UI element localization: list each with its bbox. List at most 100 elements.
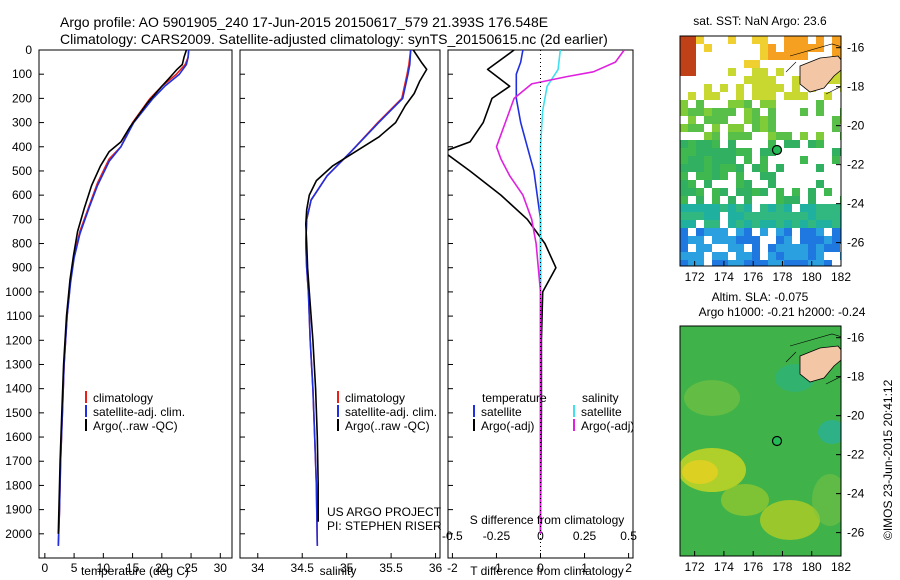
sst-cell	[736, 132, 744, 140]
sst-cell	[736, 180, 744, 188]
sst-cell	[752, 36, 760, 44]
sst-cell	[736, 236, 744, 244]
sst-cell	[720, 204, 728, 212]
sst-cell	[720, 236, 728, 244]
sst-cell	[768, 84, 776, 92]
sst-cell	[744, 196, 752, 204]
temperature-argo-raw-qc-line	[57, 50, 188, 534]
sst-cell	[736, 220, 744, 228]
sst-cell	[768, 252, 776, 260]
map-lat-label: -22	[847, 448, 865, 462]
credit-project: US ARGO PROJECT	[327, 505, 442, 519]
difference-axis-label-s: S difference from climatology	[470, 513, 625, 527]
sst-cell	[800, 92, 808, 100]
sst-cell	[816, 244, 824, 252]
sst-cell	[776, 164, 784, 172]
sst-cell	[752, 252, 760, 260]
sst-map-title: sat. SST: NaN Argo: 23.6	[693, 14, 827, 28]
sst-cell	[800, 52, 808, 60]
depth-tick-label: 1000	[5, 285, 32, 299]
sst-cell	[696, 172, 704, 180]
sst-cell	[720, 188, 728, 196]
sst-cell	[784, 132, 792, 140]
sst-cell	[688, 92, 696, 100]
sst-cell	[696, 108, 704, 116]
sst-cell	[768, 52, 776, 60]
sst-cell	[680, 108, 688, 116]
sst-cell	[728, 140, 736, 148]
sst-cell	[808, 228, 816, 236]
sst-cell	[720, 172, 728, 180]
depth-tick-label: 1500	[5, 406, 32, 420]
legend-temp-satellite: satellite	[481, 405, 522, 419]
sst-map-cells	[680, 36, 841, 266]
sst-cell	[736, 260, 744, 266]
map-lat-label: -26	[847, 236, 865, 250]
sst-cell	[680, 260, 688, 266]
sst-cell	[800, 252, 808, 260]
sst-cell	[784, 212, 792, 220]
sst-cell	[712, 220, 720, 228]
sst-cell	[704, 204, 712, 212]
sst-cell	[744, 60, 752, 68]
sla-map-anomalies	[680, 333, 841, 540]
sst-cell	[736, 84, 744, 92]
sst-cell	[792, 212, 800, 220]
sst-cell	[736, 92, 744, 100]
sst-cell	[816, 132, 824, 140]
sst-cell	[832, 228, 840, 236]
sst-cell	[768, 172, 776, 180]
sst-cell	[760, 148, 768, 156]
sst-cell	[792, 76, 800, 84]
sst-map	[679, 35, 842, 267]
sst-cell	[696, 212, 704, 220]
sst-cell	[696, 164, 704, 172]
sst-cell	[720, 84, 728, 92]
sst-cell	[792, 244, 800, 252]
sst-cell	[832, 116, 840, 124]
sst-cell	[784, 228, 792, 236]
legend-argo-raw-sal: Argo(..raw -QC)	[345, 419, 430, 433]
sst-cell	[728, 236, 736, 244]
diff-s-tick-label: -0.5	[442, 529, 463, 543]
sst-cell	[792, 188, 800, 196]
sla-map	[679, 325, 842, 557]
depth-tick-label: 900	[12, 261, 32, 275]
sst-cell	[720, 148, 728, 156]
legend-satellite-adj-sal: satellite-adj. clim.	[345, 405, 437, 419]
sst-cell	[736, 172, 744, 180]
sst-cell	[704, 212, 712, 220]
sst-cell	[680, 156, 688, 164]
map-lat-label: -26	[847, 526, 865, 540]
sst-cell	[816, 140, 824, 148]
depth-tick-label: 0	[25, 43, 32, 57]
sst-cell	[752, 220, 760, 228]
sst-cell	[704, 244, 712, 252]
temp-tick-label: 0	[42, 561, 49, 575]
depth-tick-label: 1600	[5, 430, 32, 444]
difference-axis-label-t: T difference from climatology	[470, 564, 624, 578]
axis-ticks: 0100200300400500600700800900100011001200…	[5, 41, 864, 575]
sla-map-frame	[679, 325, 842, 557]
map-lat-label: -24	[847, 487, 865, 501]
sst-cell	[816, 260, 824, 266]
sst-cell	[680, 164, 688, 172]
sst-cell	[704, 172, 712, 180]
sst-cell	[688, 252, 696, 260]
depth-tick-label: 700	[12, 212, 32, 226]
sst-cell	[832, 124, 840, 132]
temp-tick-label: 25	[184, 561, 198, 575]
legend-climatology-sal: climatology	[345, 391, 405, 405]
sst-cell	[768, 76, 776, 84]
sst-cell	[704, 132, 712, 140]
sst-cell	[712, 92, 720, 100]
sst-cell	[832, 204, 840, 212]
sla-map-title-2: Argo h1000: -0.21 h2000: -0.24	[699, 305, 866, 319]
sst-cell	[712, 212, 720, 220]
sst-cell	[800, 204, 808, 212]
sst-cell	[776, 220, 784, 228]
salinity-climatology-line	[304, 50, 412, 546]
sst-cell	[712, 148, 720, 156]
sst-cell	[704, 108, 712, 116]
sst-cell	[696, 236, 704, 244]
